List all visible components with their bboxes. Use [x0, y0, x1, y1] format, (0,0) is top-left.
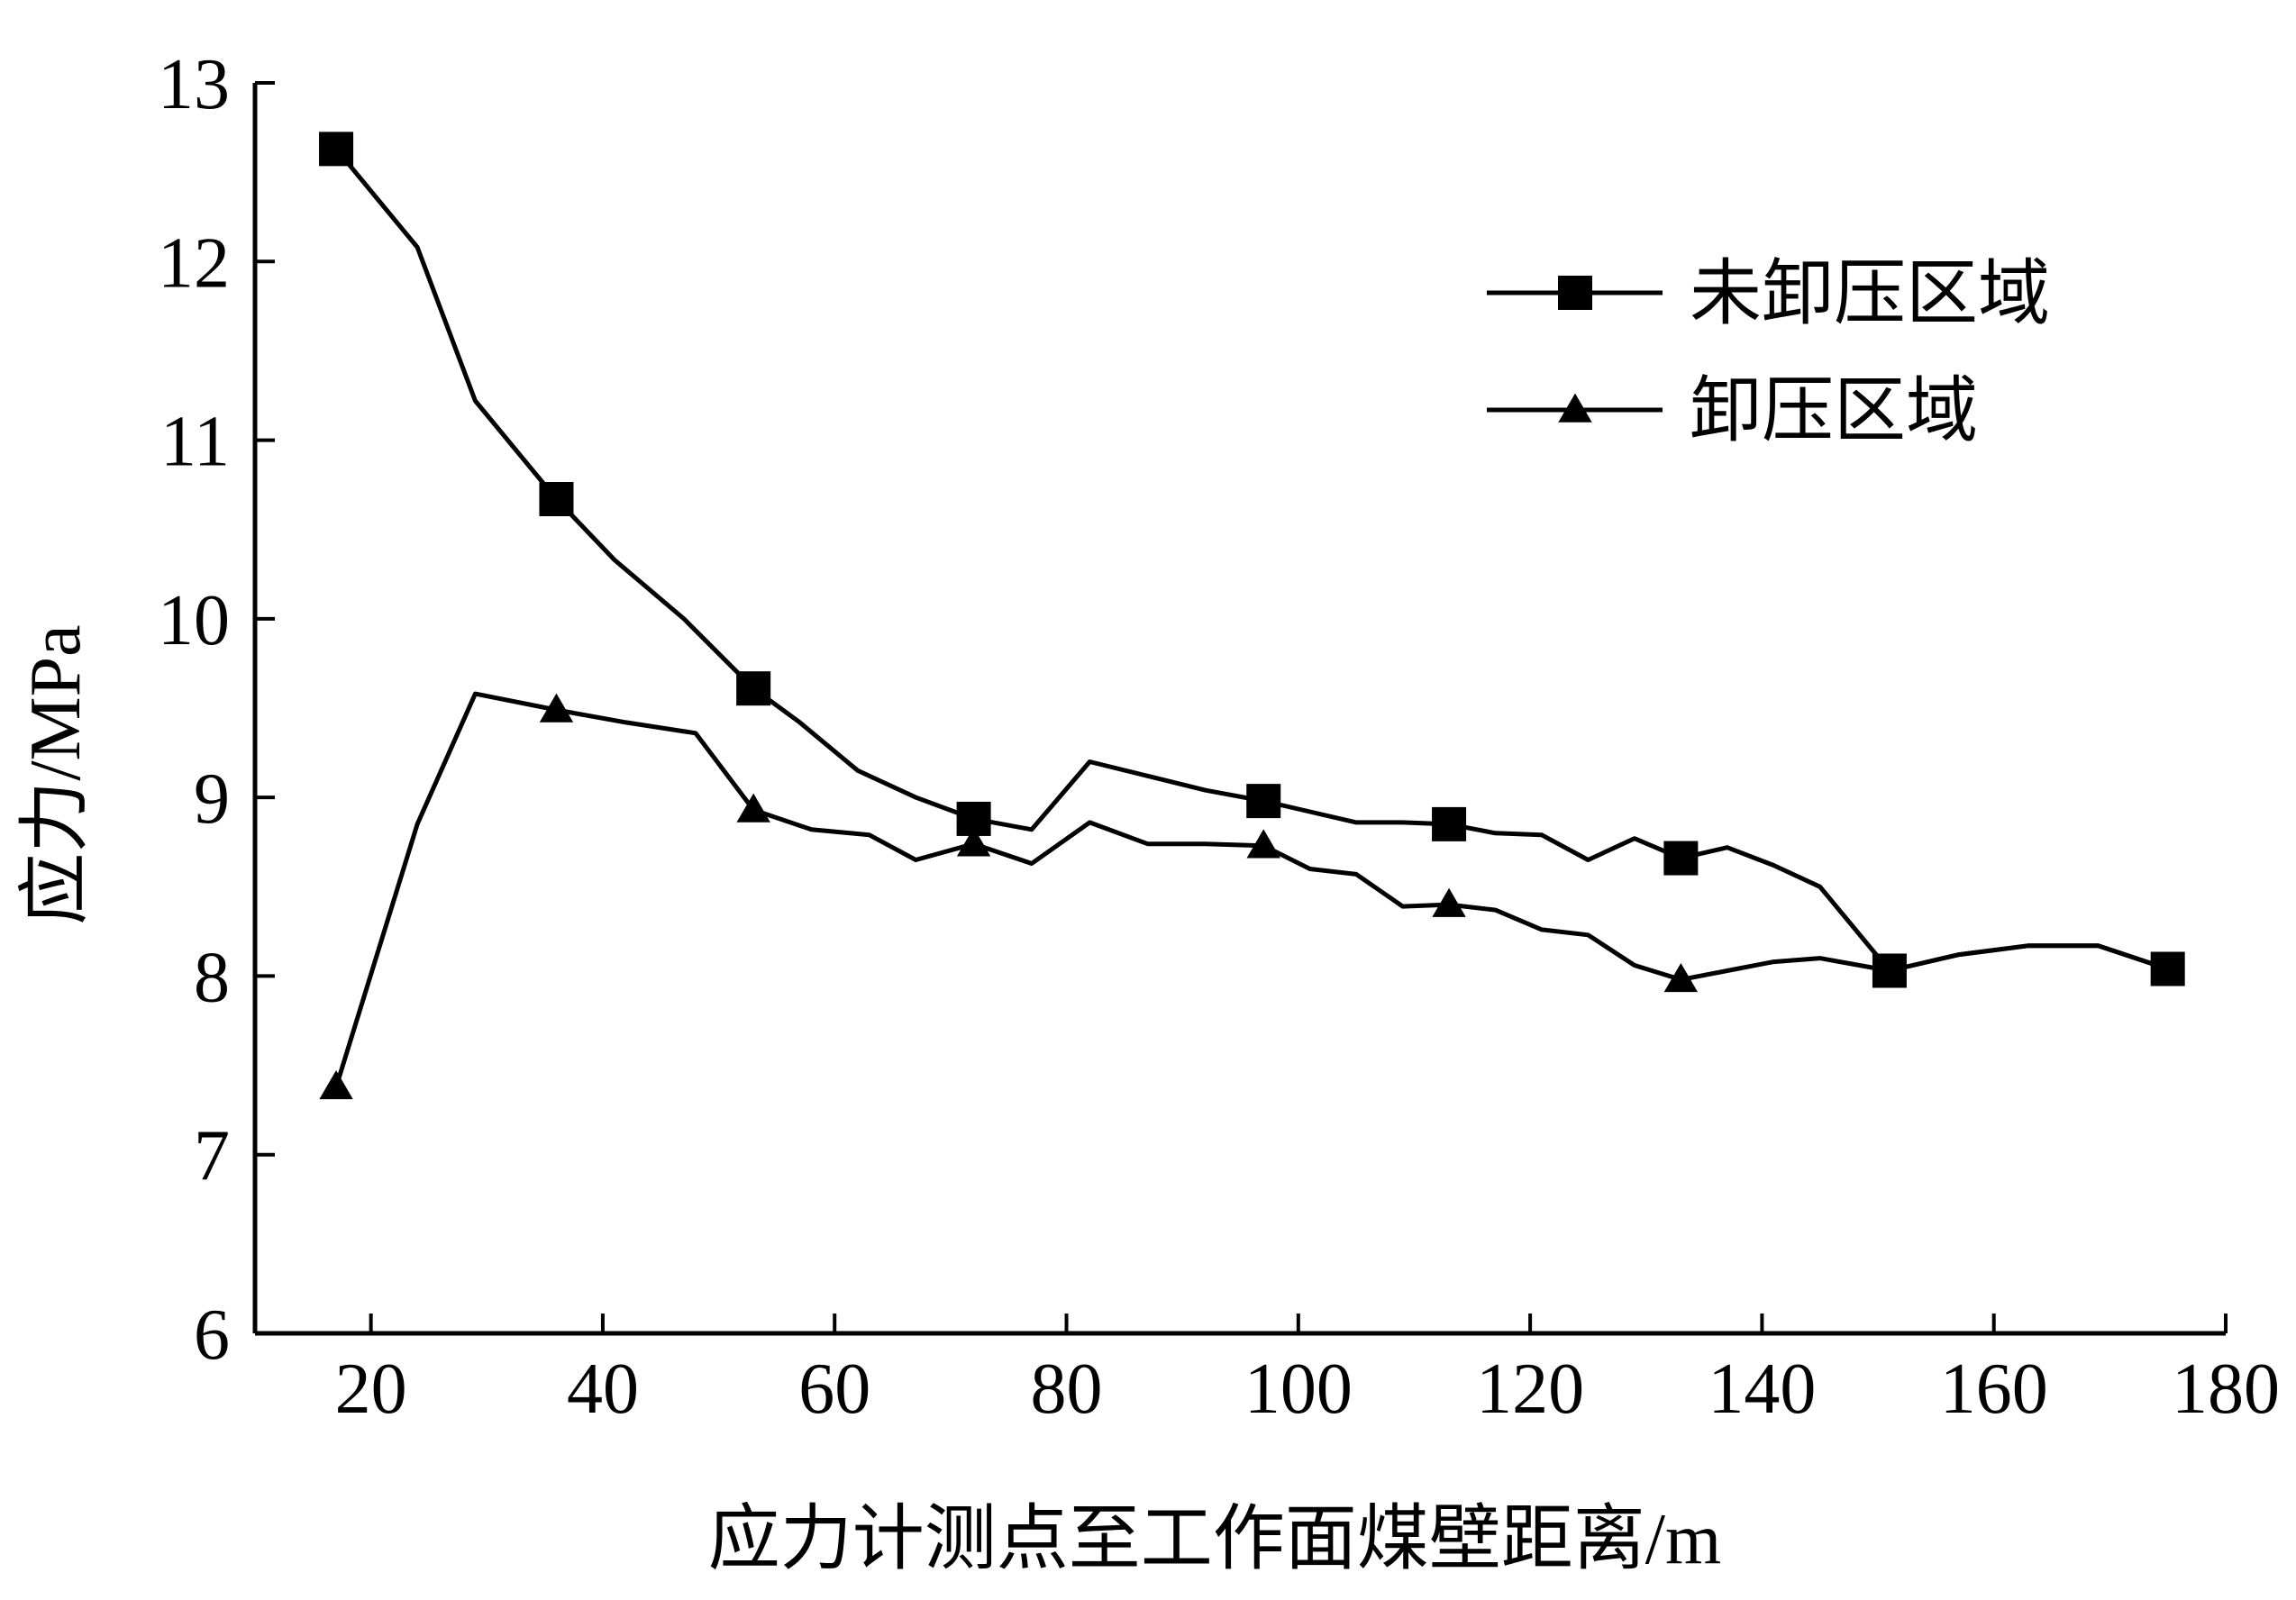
x-tick-label: 160 [1940, 1350, 2048, 1429]
x-tick-label: 180 [2172, 1350, 2280, 1429]
series-line [333, 691, 2169, 1088]
data-point-marker [956, 827, 991, 857]
data-point-marker [1246, 784, 1281, 819]
axes: 6 7 8 9 10 11 12 13 20 40 60 80 100 120 140 160 180 [158, 45, 2280, 1429]
data-point-marker [1432, 806, 1467, 841]
data-point-marker [539, 482, 574, 517]
series-line [334, 147, 2169, 973]
y-tick-label: 7 [194, 1117, 230, 1196]
legend-label: 卸压区域 [1690, 372, 1978, 451]
data-point-marker [736, 671, 771, 706]
data-point-marker [1432, 887, 1466, 917]
legend-item: 未卸压区域 [1487, 255, 2050, 334]
x-tick-label: 20 [335, 1350, 407, 1429]
y-tick-label: 6 [194, 1295, 230, 1375]
data-point-marker [2150, 952, 2185, 982]
data-point-marker [1246, 829, 1280, 859]
y-tick-label: 11 [160, 403, 230, 482]
data-point-marker [1872, 954, 1907, 984]
series-group [319, 132, 2185, 1100]
y-tick-label: 13 [158, 45, 230, 124]
y-tick-label: 12 [158, 223, 230, 303]
data-point-marker [319, 132, 354, 167]
series-triangle [319, 691, 2185, 1100]
x-tick-label: 120 [1476, 1350, 1584, 1429]
x-tick-label: 60 [798, 1350, 870, 1429]
y-axis-title: 应力/MPa [16, 624, 96, 924]
x-tick-label: 80 [1031, 1350, 1103, 1429]
y-tick-label: 10 [158, 581, 230, 660]
legend-label: 未卸压区域 [1690, 255, 2050, 334]
x-tick-label: 100 [1244, 1350, 1353, 1429]
x-tick-label: 140 [1708, 1350, 1816, 1429]
data-point-marker [1663, 841, 1699, 876]
y-tick-label: 9 [194, 759, 230, 839]
legend-marker-triangle [1558, 393, 1592, 423]
data-point-marker [1663, 963, 1699, 993]
legend-item: 卸压区域 [1487, 372, 1978, 451]
data-point-marker [319, 1070, 353, 1100]
data-point-marker [539, 693, 574, 723]
x-tick-label: 40 [567, 1350, 639, 1429]
x-axis-title: 应力计测点至工作面煤壁距离/m [708, 1500, 1721, 1579]
y-tick-label: 8 [194, 938, 230, 1017]
legend-marker-square [1558, 276, 1592, 310]
data-point-marker [736, 793, 770, 823]
